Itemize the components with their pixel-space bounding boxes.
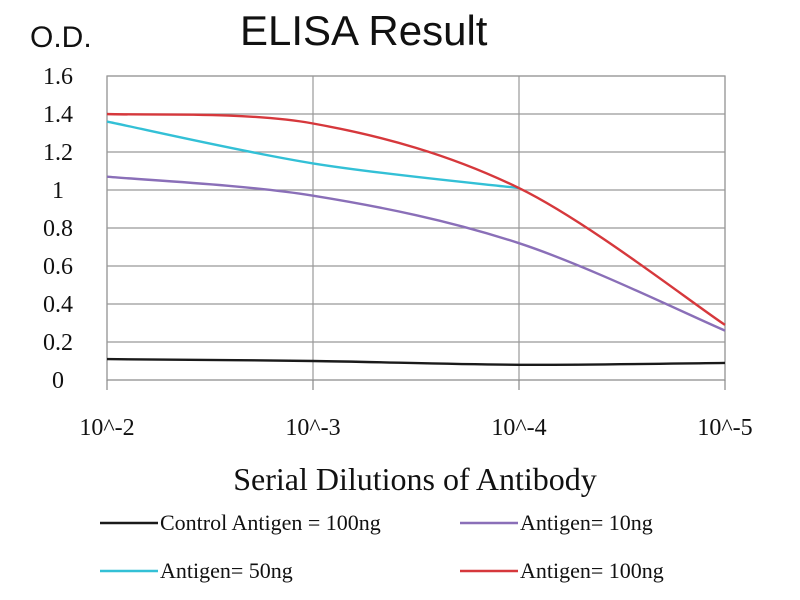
x-axis-label: Serial Dilutions of Antibody	[233, 461, 597, 497]
series-line-2	[106, 175, 726, 332]
x-tick-labels: 10^-2 10^-3 10^-4 10^-5	[79, 415, 752, 441]
y-tick-label: 0	[52, 368, 64, 394]
y-tick-label: 1.4	[43, 102, 73, 128]
y-tick-labels: 0 0.2 0.4 0.6 0.8 1 1.2 1.4 1.6	[43, 64, 73, 394]
grid	[106, 75, 726, 390]
y-tick-label: 0.2	[43, 330, 73, 356]
legend-label-4: Antigen= 100ng	[520, 558, 664, 583]
legend: Control Antigen = 100ng Antigen= 10ng Anti…	[100, 510, 664, 583]
series-line-3	[106, 120, 520, 190]
legend-label-1: Control Antigen = 100ng	[160, 510, 381, 535]
y-tick-label: 1.6	[43, 64, 73, 90]
series-line-1	[106, 357, 726, 367]
y-tick-label: 0.6	[43, 254, 73, 280]
legend-label-2: Antigen= 10ng	[520, 510, 653, 535]
y-tick-label: 1	[52, 178, 64, 204]
x-tick-label: 10^-5	[697, 415, 752, 441]
y-tick-label: 0.4	[43, 292, 73, 318]
y-tick-label: 0.8	[43, 216, 73, 242]
y-axis-label: O.D.	[30, 21, 92, 54]
plot-area	[106, 112, 726, 367]
series-line-4	[106, 112, 726, 326]
y-tick-label: 1.2	[43, 140, 73, 166]
legend-label-3: Antigen= 50ng	[160, 558, 293, 583]
x-tick-label: 10^-4	[491, 415, 546, 441]
chart-title: ELISA Result	[240, 7, 488, 54]
x-tick-label: 10^-2	[79, 415, 134, 441]
x-tick-label: 10^-3	[285, 415, 340, 441]
